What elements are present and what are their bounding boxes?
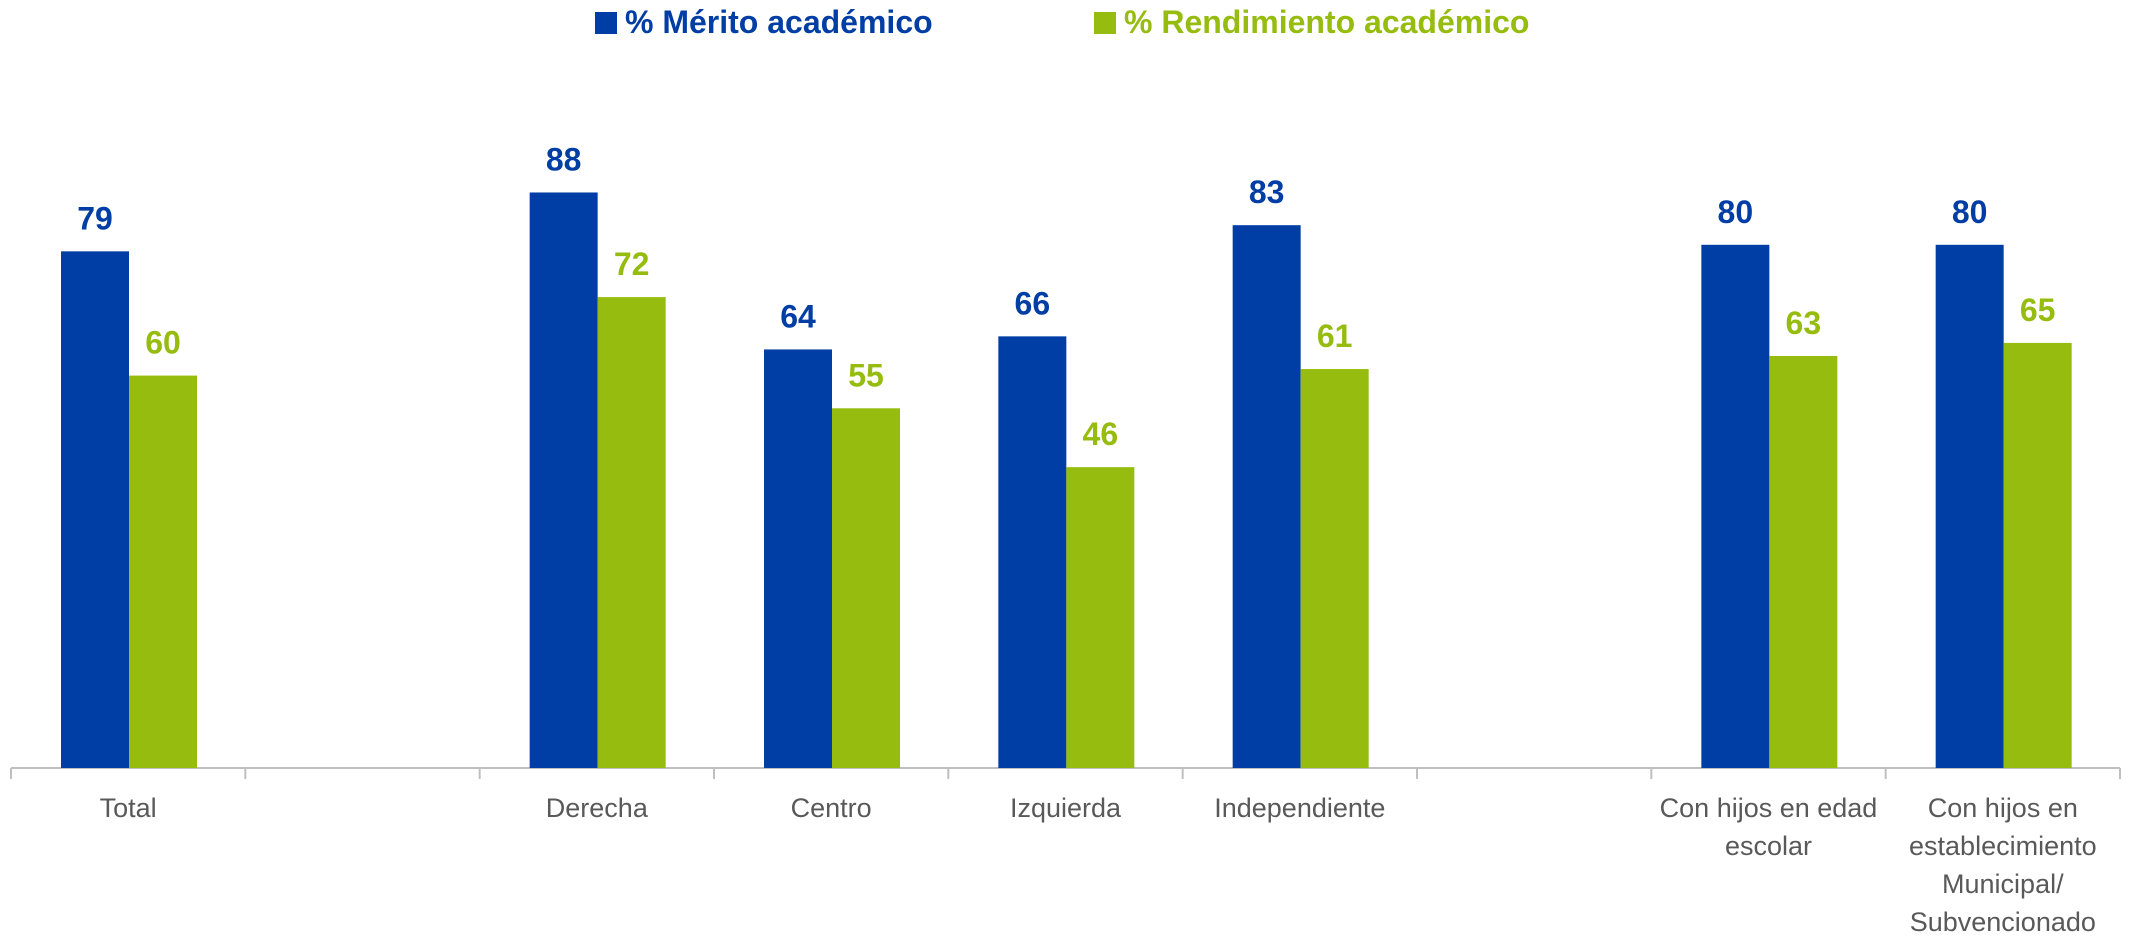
legend-swatch [595, 11, 617, 34]
bar [61, 251, 129, 769]
data-label: 46 [1083, 416, 1119, 452]
x-tick-label: Con hijos en establecimiento Municipal/ … [1909, 793, 2097, 937]
x-tick-label: Centro [790, 793, 872, 823]
bar [1300, 369, 1369, 768]
bar [2003, 342, 2072, 768]
bar [764, 349, 832, 768]
x-tick-label: Independiente [1214, 793, 1386, 823]
bar [597, 297, 666, 768]
x-tick-label: Con hijos en edad escolar [1659, 793, 1878, 861]
bar [1066, 467, 1135, 768]
data-label: 65 [2020, 292, 2056, 328]
legend-item: % Rendimiento académico [1094, 4, 1529, 41]
data-label: 60 [145, 325, 181, 361]
data-label: 66 [1015, 285, 1051, 321]
legend-label: % Mérito académico [625, 4, 933, 40]
bar [1232, 225, 1301, 768]
bar [529, 192, 598, 769]
data-label: 83 [1249, 174, 1285, 210]
x-tick-label: Izquierda [1009, 793, 1122, 823]
data-label: 55 [848, 357, 884, 393]
bar [1935, 244, 2004, 769]
legend-item: % Mérito académico [595, 4, 933, 41]
bar [1769, 355, 1838, 768]
bar [129, 375, 197, 768]
x-tick-label: Total [99, 793, 157, 823]
data-label: 72 [614, 246, 650, 282]
bar [832, 408, 900, 768]
data-label: 79 [77, 200, 113, 236]
legend-label: % Rendimiento académico [1124, 4, 1530, 40]
x-tick-label: Derecha [545, 793, 648, 823]
data-label: 80 [1952, 194, 1988, 230]
data-label: 80 [1718, 194, 1754, 230]
bar [1701, 244, 1770, 769]
data-label: 88 [546, 141, 582, 177]
data-label: 64 [780, 298, 816, 334]
data-label: 63 [1786, 305, 1822, 341]
data-label: 61 [1317, 318, 1353, 354]
legend-swatch [1094, 11, 1116, 34]
bar [998, 336, 1067, 768]
